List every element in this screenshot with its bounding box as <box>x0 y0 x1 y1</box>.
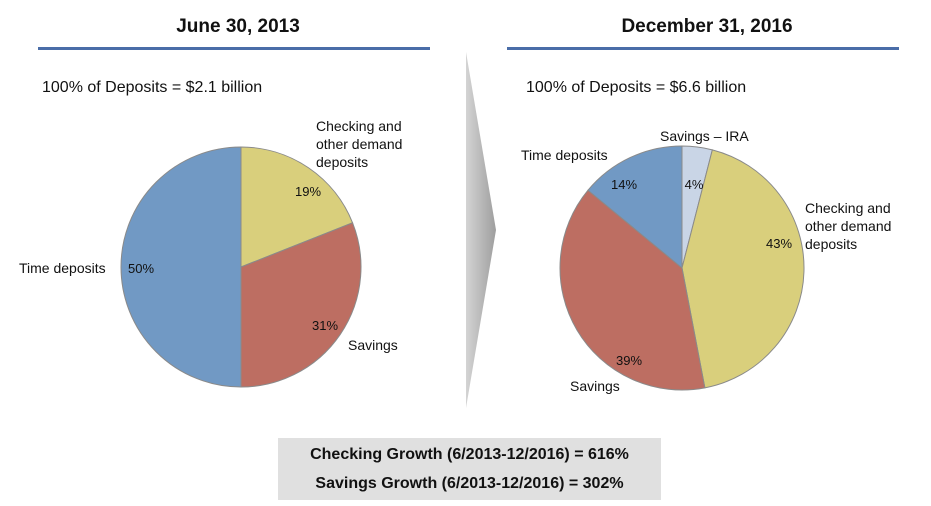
growth-summary-box: Checking Growth (6/2013-12/2016) = 616% … <box>278 438 661 500</box>
right-title-underline <box>507 47 899 50</box>
slice-category-label: Checking and other demand deposits <box>316 118 402 170</box>
right-chart-subtitle: 100% of Deposits = $6.6 billion <box>526 79 747 96</box>
slice-category-label: Time deposits <box>521 147 608 163</box>
slice-percent-label: 31% <box>312 318 338 333</box>
checking-growth-text: Checking Growth (6/2013-12/2016) = 616% <box>310 446 629 463</box>
slice-category-label: Time deposits <box>19 260 106 276</box>
pie-slice-savings <box>240 222 362 388</box>
slice-category-label: Savings – IRA <box>660 128 749 144</box>
pie-slice-time-deposits <box>120 146 242 388</box>
pie-slice-time-deposits <box>587 145 683 270</box>
slice-percent-label: 50% <box>128 261 154 276</box>
slice-percent-label: 43% <box>766 236 792 251</box>
left-title-underline <box>38 47 430 50</box>
slice-percent-label: 4% <box>685 177 704 192</box>
pie-slice-savings <box>559 189 706 391</box>
right-chart-title: December 31, 2016 <box>621 16 793 37</box>
slice-category-label: Savings <box>570 378 620 394</box>
slice-category-label: Checking and other demand deposits <box>805 200 891 252</box>
slice-percent-label: 19% <box>295 184 321 199</box>
left-chart-title: June 30, 2013 <box>176 16 300 37</box>
savings-growth-text: Savings Growth (6/2013-12/2016) = 302% <box>315 475 624 492</box>
slice-category-label: Savings <box>348 337 398 353</box>
pie-slice-checking-and-other-demand-deposits <box>240 146 354 268</box>
pie-slice-checking-and-other-demand-deposits <box>681 149 805 389</box>
slice-percent-label: 14% <box>611 177 637 192</box>
slice-percent-label: 39% <box>616 353 642 368</box>
left-chart-subtitle: 100% of Deposits = $2.1 billion <box>42 79 263 96</box>
